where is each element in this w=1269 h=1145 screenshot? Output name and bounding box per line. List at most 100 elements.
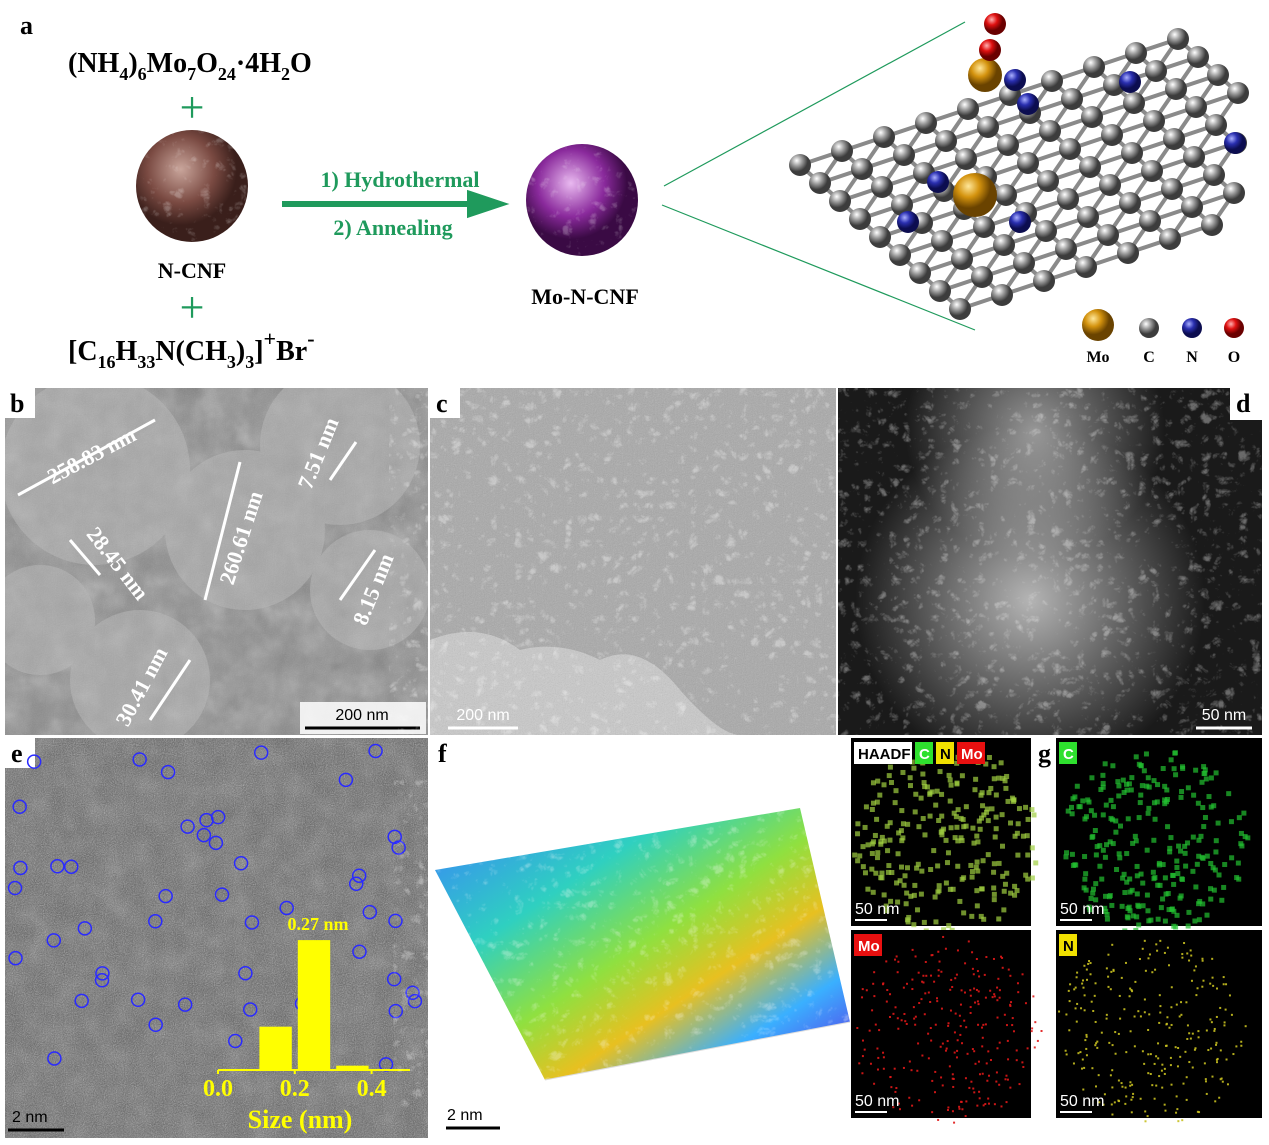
panel-a: a (NH4)6Mo7O24·4H2O + N-CNF + [C16H33N(C…	[20, 11, 1249, 372]
map-signal	[1117, 1079, 1120, 1082]
map-signal	[993, 792, 999, 798]
map-signal	[1000, 843, 1006, 849]
map-signal	[1162, 918, 1168, 924]
map-signal	[949, 988, 952, 991]
map-signal	[1225, 1058, 1228, 1061]
atom-marker	[279, 900, 294, 916]
map-signal	[870, 889, 876, 895]
map-signal	[1088, 808, 1094, 814]
map-signal	[1001, 966, 1004, 969]
map-signal	[1216, 1057, 1219, 1060]
map-signal	[1116, 793, 1122, 799]
map-signal	[1208, 896, 1214, 902]
map-image	[1056, 930, 1262, 1118]
map-signal	[940, 1007, 943, 1010]
map-signal	[1224, 1008, 1227, 1011]
map-signal	[989, 1059, 992, 1062]
map-signal	[1012, 892, 1018, 898]
map-signal	[889, 870, 895, 876]
map-tag: N	[1063, 938, 1074, 955]
map-signal	[902, 873, 908, 879]
map-signal	[874, 799, 880, 805]
map-tag: Mo	[961, 746, 983, 763]
carbon-atom	[789, 154, 811, 176]
map-signal	[982, 1023, 985, 1026]
map-signal	[1190, 834, 1196, 840]
map-signal	[1156, 949, 1159, 952]
atom-marker	[47, 1051, 62, 1066]
atom-marker	[130, 992, 146, 1008]
map-signal	[1147, 957, 1150, 960]
map-signal	[959, 876, 965, 882]
map-signal	[1114, 866, 1120, 872]
map-signal	[1085, 968, 1088, 971]
map-signal	[1165, 1022, 1168, 1025]
carbon-atom	[1121, 142, 1143, 164]
map-signal	[1110, 841, 1116, 847]
map-signal	[897, 1027, 900, 1030]
map-signal	[1074, 783, 1080, 789]
map-signal	[984, 1023, 987, 1026]
map-signal	[1009, 1003, 1012, 1006]
map-signal	[1100, 784, 1106, 790]
map-signal	[1151, 778, 1157, 784]
atom-marker	[407, 993, 423, 1009]
map-signal	[947, 1022, 950, 1025]
map-signal	[1092, 812, 1098, 818]
map-signal	[1096, 1046, 1099, 1049]
map-signal	[1200, 805, 1206, 811]
map-signal	[1156, 862, 1162, 868]
map-signal	[933, 802, 939, 808]
map-signal	[1133, 754, 1139, 760]
map-signal	[1121, 871, 1127, 877]
map-signal	[1240, 1040, 1243, 1043]
map-signal	[909, 759, 915, 765]
map-signal	[905, 1022, 908, 1025]
map-signal	[1133, 838, 1139, 844]
map-signal	[1092, 1009, 1095, 1012]
map-signal	[1064, 850, 1070, 856]
carbon-atom	[1017, 152, 1039, 174]
map-signal	[971, 1048, 974, 1051]
map-signal	[1122, 890, 1128, 896]
map-signal	[1242, 834, 1248, 840]
map-signal	[1185, 923, 1191, 929]
map-signal	[1073, 988, 1076, 991]
map-signal	[1032, 995, 1035, 998]
carbon-atom	[893, 144, 915, 166]
haadf-texture	[838, 388, 1262, 735]
map-signal	[1167, 849, 1173, 855]
map-signal	[984, 809, 990, 815]
map-signal	[1197, 898, 1203, 904]
map-signal	[1214, 1100, 1217, 1103]
map-signal	[1006, 1078, 1009, 1081]
map-signal	[1162, 875, 1168, 881]
map-signal	[1079, 1051, 1082, 1054]
map-signal	[946, 772, 952, 778]
map-signal	[899, 864, 905, 870]
map-signal	[1193, 767, 1199, 773]
map-signal	[1124, 961, 1127, 964]
carbon-atom	[1097, 224, 1119, 246]
map-signal	[927, 1057, 930, 1060]
map-signal	[1144, 892, 1150, 898]
map-signal	[1190, 954, 1193, 957]
map-signal	[1225, 983, 1228, 986]
map-signal	[865, 842, 871, 848]
map-signal	[976, 1104, 979, 1107]
carbon-atom	[1059, 138, 1081, 160]
map-signal	[1069, 851, 1075, 857]
map-signal	[918, 795, 924, 801]
carbon-atom	[1057, 188, 1079, 210]
map-signal	[1107, 953, 1110, 956]
map-signal	[1138, 763, 1144, 769]
map-signal	[904, 1020, 907, 1023]
atom-marker	[180, 819, 195, 834]
map-signal	[944, 947, 947, 950]
nitrogen-atom	[1119, 71, 1141, 93]
map-signal	[1082, 854, 1088, 860]
map-signal	[1159, 1011, 1162, 1014]
carbon-atom	[1125, 42, 1147, 64]
carbon-atom	[1143, 110, 1165, 132]
map-signal	[939, 1045, 942, 1048]
